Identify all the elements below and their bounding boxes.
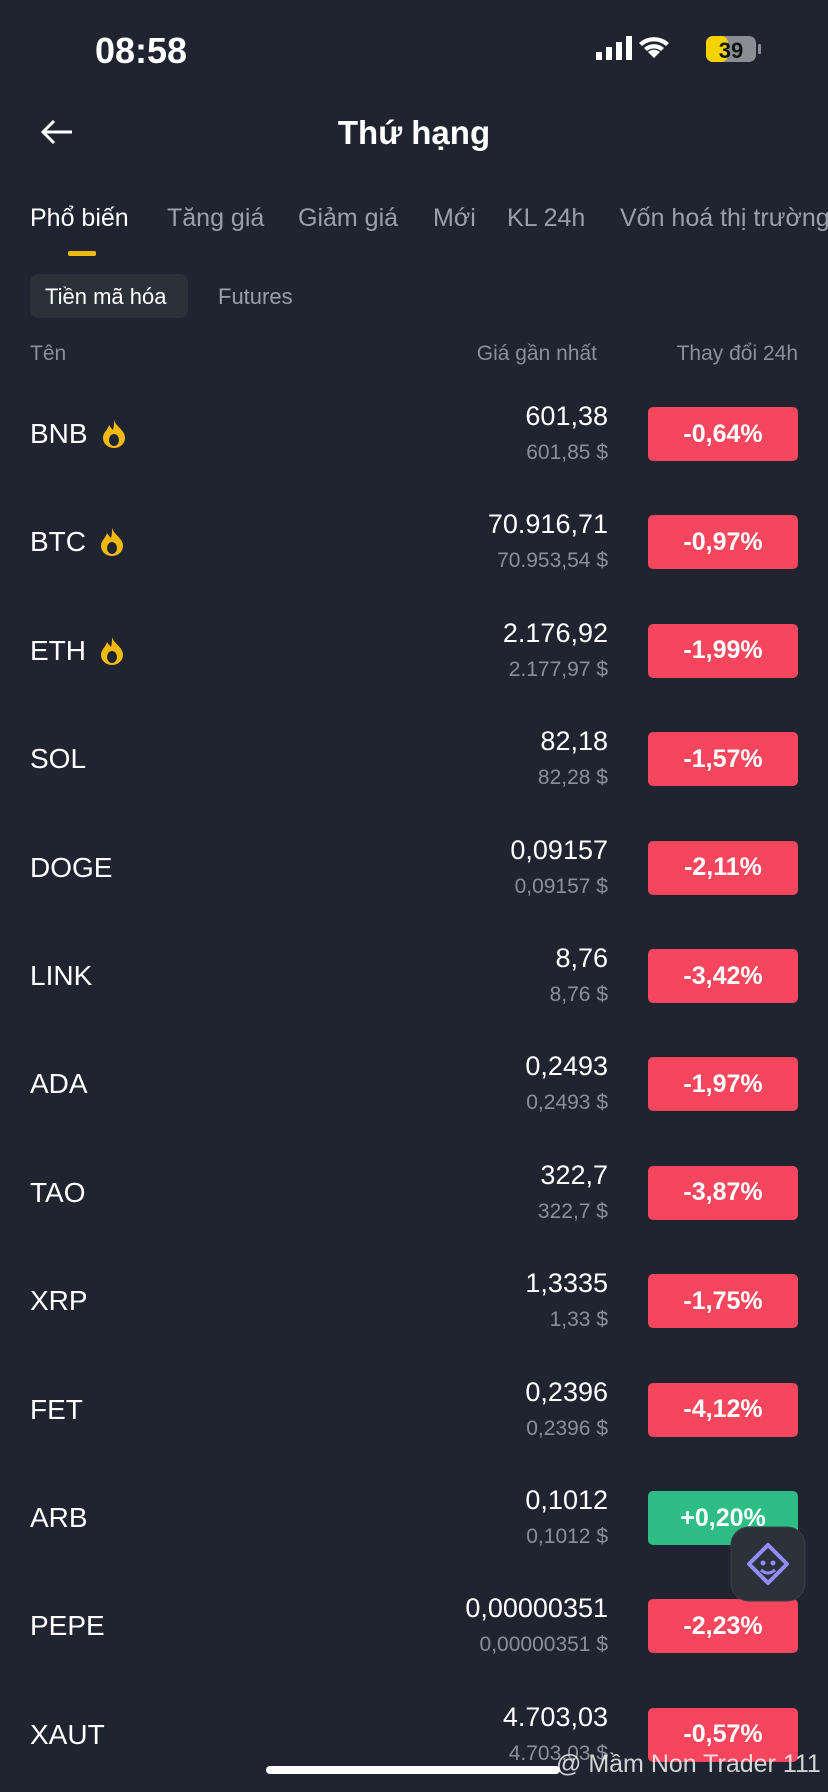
usd-price: 4.703,03 $ — [508, 1741, 608, 1765]
usd-price: 1,33 $ — [549, 1308, 608, 1332]
back-button[interactable] — [40, 118, 76, 146]
column-header: Tên — [30, 342, 67, 365]
usd-price: 0,00000351 $ — [479, 1633, 608, 1657]
last-price: 8,76 — [555, 943, 608, 973]
coin-symbol[interactable]: BNB — [30, 418, 88, 449]
hot-icon — [101, 528, 123, 557]
last-price: 2.176,92 — [502, 617, 608, 648]
coin-symbol[interactable]: FET — [30, 1393, 83, 1425]
change-badge[interactable]: -2,23% — [648, 1599, 798, 1654]
usd-price: 70.953,54 $ — [497, 549, 608, 573]
change-badge[interactable]: -2,11% — [648, 840, 798, 895]
coin-symbol[interactable]: PEPE — [30, 1610, 105, 1642]
tab[interactable]: Mới — [433, 204, 476, 232]
last-price: 4.703,03 — [502, 1701, 608, 1732]
change-badge[interactable]: -3,42% — [648, 949, 798, 1003]
subtab[interactable]: Futures — [218, 284, 293, 309]
last-price: 70.916,71 — [487, 509, 608, 540]
subtab-pill — [30, 274, 188, 318]
change-badge[interactable]: -3,87% — [648, 1165, 798, 1220]
tab[interactable]: Phổ biến — [30, 204, 129, 232]
coin-symbol[interactable]: DOGE — [30, 851, 113, 883]
usd-price: 601,85 $ — [526, 441, 608, 464]
change-badge[interactable]: -1,99% — [648, 623, 798, 678]
change-badge[interactable]: -4,12% — [648, 1382, 798, 1437]
last-price: 82,18 — [540, 726, 608, 757]
change-badge[interactable]: -0,64% — [648, 407, 798, 461]
coin-symbol[interactable]: XAUT — [30, 1718, 105, 1750]
column-header: Thay đổi 24h — [676, 342, 798, 365]
tab[interactable]: Giảm giá — [298, 204, 399, 232]
home-indicator — [266, 1766, 560, 1774]
tab-underline — [68, 251, 96, 256]
change-badge[interactable]: -1,75% — [648, 1274, 798, 1329]
usd-price: 8,76 $ — [549, 983, 608, 1006]
coin-symbol[interactable]: XRP — [30, 1285, 88, 1317]
change-badge[interactable]: -0,57% — [648, 1707, 798, 1762]
coin-symbol[interactable]: ARB — [30, 1502, 88, 1533]
last-price: 0,00000351 — [465, 1593, 608, 1624]
usd-price: 0,2396 $ — [526, 1416, 608, 1440]
usd-price: 0,09157 $ — [514, 874, 608, 898]
last-price: 0,2396 — [525, 1376, 608, 1407]
status-icons: 39 — [596, 36, 761, 63]
watermark: @ Mầm Non Trader 111 — [556, 1750, 821, 1778]
tab[interactable]: KL 24h — [507, 204, 586, 232]
coin-symbol[interactable]: TAO — [30, 1176, 86, 1208]
status-time: 08:58 — [95, 30, 188, 71]
coin-symbol[interactable]: LINK — [30, 960, 93, 991]
subtab[interactable]: Tiền mã hóa — [45, 284, 167, 309]
battery-level: 39 — [719, 38, 743, 63]
usd-price: 2.177,97 $ — [508, 657, 608, 681]
hot-icon — [102, 420, 125, 448]
coin-symbol[interactable]: BTC — [30, 526, 86, 558]
page-title: Thứ hạng — [337, 114, 491, 151]
last-price: 0,2493 — [525, 1051, 608, 1082]
assistant-button[interactable] — [729, 1525, 807, 1603]
last-price: 322,7 — [540, 1159, 608, 1190]
usd-price: 0,2493 $ — [526, 1091, 608, 1115]
last-price: 0,1012 — [525, 1485, 608, 1515]
change-badge[interactable]: -1,97% — [648, 1057, 798, 1112]
last-price: 0,09157 — [510, 834, 608, 865]
last-price: 1,3335 — [525, 1268, 608, 1299]
last-price: 601,38 — [525, 401, 608, 431]
tab[interactable]: Vốn hoá thị trường — [620, 204, 828, 232]
coin-symbol[interactable]: ADA — [30, 1068, 88, 1100]
change-badge[interactable]: -0,97% — [648, 515, 798, 570]
usd-price: 322,7 $ — [537, 1199, 608, 1223]
hot-icon — [101, 636, 123, 665]
column-header: Giá gần nhất — [476, 342, 597, 365]
usd-price: 0,1012 $ — [526, 1525, 608, 1548]
tab[interactable]: Tăng giá — [167, 204, 265, 232]
coin-symbol[interactable]: SOL — [30, 743, 87, 775]
usd-price: 82,28 $ — [537, 766, 608, 790]
coin-symbol[interactable]: ETH — [30, 634, 86, 666]
change-badge[interactable]: -1,57% — [648, 732, 798, 787]
